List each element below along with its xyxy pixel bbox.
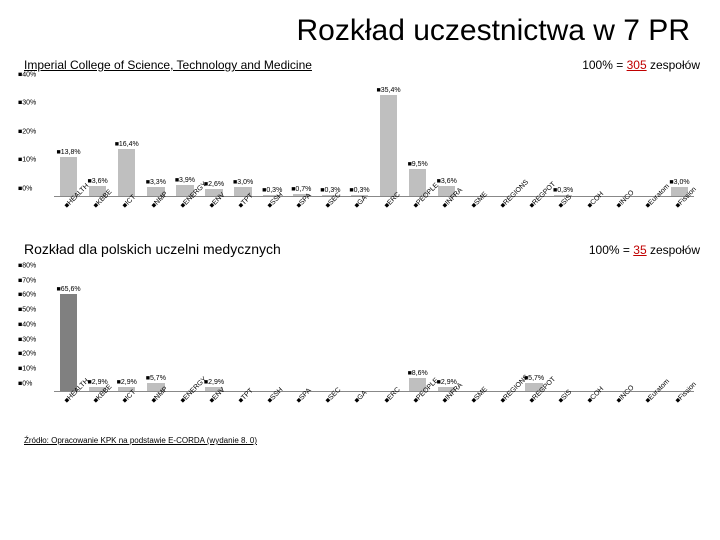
source-note: Źródło: Opracowanie KPK na podstawie E-C… (24, 436, 700, 445)
bar (60, 157, 77, 196)
bar-value-label: ■13,8% (57, 149, 81, 156)
bar-value-label: ■3,6% (437, 178, 457, 185)
x-label: ■ICT (121, 389, 137, 405)
chart1-total-eq: = (613, 58, 627, 72)
y-tick: ■0% (18, 381, 32, 388)
chart1-subtitle: Imperial College of Science, Technology … (24, 58, 312, 72)
chart2-subtitle-row: Rozkład dla polskich uczelni medycznych … (24, 241, 700, 257)
y-tick: ■30% (18, 336, 36, 343)
y-tick: ■60% (18, 292, 36, 299)
chart2-subtitle: Rozkład dla polskich uczelni medycznych (24, 241, 281, 257)
bar-value-label: ■16,4% (115, 141, 139, 148)
chart2-total-pct: 100% (589, 243, 620, 257)
bar-value-label: ■9,5% (408, 161, 428, 168)
y-tick: ■80% (18, 262, 36, 269)
y-tick: ■10% (18, 157, 36, 164)
page-title: Rozkład uczestnictwa w 7 PR (20, 14, 690, 48)
chart1-total-num: 305 (627, 58, 647, 72)
bar-value-label: ■3,9% (175, 177, 195, 184)
bar-value-label: ■3,0% (233, 179, 253, 186)
bar-cell: ■3,0% (229, 179, 258, 196)
bar-value-label: ■35,4% (377, 87, 401, 94)
x-label: ■ICT (121, 194, 137, 210)
bar-value-label: ■65,6% (57, 286, 81, 293)
y-tick: ■70% (18, 277, 36, 284)
bar-value-label: ■0,3% (553, 187, 573, 194)
x-label: ■SIS (557, 194, 573, 210)
bar-value-label: ■3,6% (88, 178, 108, 185)
bar-cell: ■0,3% (345, 187, 374, 196)
x-label: ■SIS (557, 389, 573, 405)
bar-value-label: ■3,3% (146, 179, 166, 186)
bar-cell: ■35,4% (374, 87, 403, 196)
y-tick: ■30% (18, 100, 36, 107)
y-tick: ■20% (18, 351, 36, 358)
y-tick: ■40% (18, 321, 36, 328)
chart2-total-tail: zespołów (647, 243, 700, 257)
y-tick: ■50% (18, 307, 36, 314)
bar-cell: ■2,9% (112, 379, 141, 391)
y-tick: ■20% (18, 128, 36, 135)
bar-cell: ■16,4% (112, 141, 141, 196)
y-tick: ■0% (18, 186, 32, 193)
chart2-total-num: 35 (633, 243, 646, 257)
bar-value-label: ■8,6% (408, 370, 428, 377)
bar-value-label: ■2,9% (117, 379, 137, 386)
bar (380, 95, 397, 196)
chart2-total: 100% = 35 zespołów (589, 243, 700, 257)
chart1-total-tail: zespołów (647, 58, 700, 72)
y-tick: ■40% (18, 71, 36, 78)
bar (60, 294, 77, 391)
x-label: ■GA (354, 390, 369, 405)
bar-value-label: ■5,7% (146, 375, 166, 382)
bar-value-label: ■0,3% (349, 187, 369, 194)
x-label: ■GA (354, 195, 369, 210)
bar-value-label: ■3,0% (669, 179, 689, 186)
y-tick: ■10% (18, 366, 36, 373)
chart2: ■80% ■70% ■60% ■50% ■40% ■30% ■20% ■10% ■0% ■65,6… (20, 261, 700, 430)
chart1-total-pct: 100% (582, 58, 613, 72)
bar (118, 149, 135, 196)
chart1-total: 100% = 305 zespołów (582, 58, 700, 72)
chart1: ■40%■30%■20%■10%■0%■13,8%■3,6%■16,4%■3,3… (20, 76, 700, 235)
bar-value-label: ■2,9% (437, 379, 457, 386)
chart1-subtitle-row: Imperial College of Science, Technology … (24, 58, 700, 72)
bar-cell: ■65,6% (54, 286, 83, 391)
chart2-total-eq: = (620, 243, 634, 257)
